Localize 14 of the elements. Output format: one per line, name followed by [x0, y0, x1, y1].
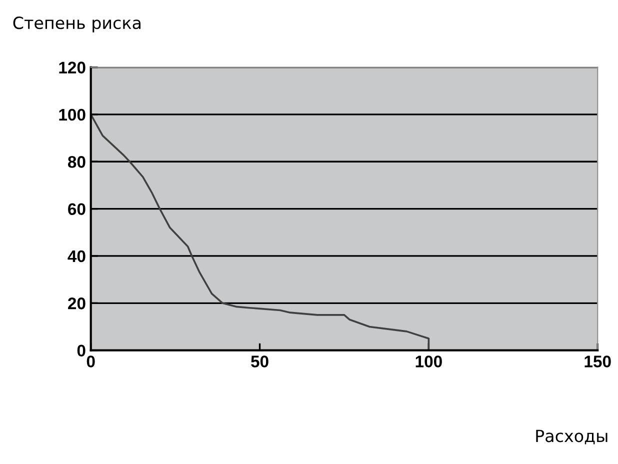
x-tick-label: 100: [416, 356, 442, 368]
y-tick-label: 0: [77, 344, 86, 357]
y-tick-label: 80: [68, 156, 86, 168]
y-tick-label: 60: [68, 203, 86, 216]
line-series: [90, 114, 430, 350]
y-tick-label: 40: [68, 250, 86, 262]
y-axis-title: Степень риска: [13, 16, 140, 32]
x-tick-label: 50: [251, 356, 268, 368]
x-tick-label: 150: [584, 356, 611, 368]
y-tick-label: 20: [68, 298, 86, 310]
y-tick-label: 120: [59, 62, 86, 74]
y-tick-label: 100: [59, 108, 86, 121]
x-axis-title: Расходы: [536, 430, 608, 444]
x-tick-label: 0: [86, 356, 95, 368]
